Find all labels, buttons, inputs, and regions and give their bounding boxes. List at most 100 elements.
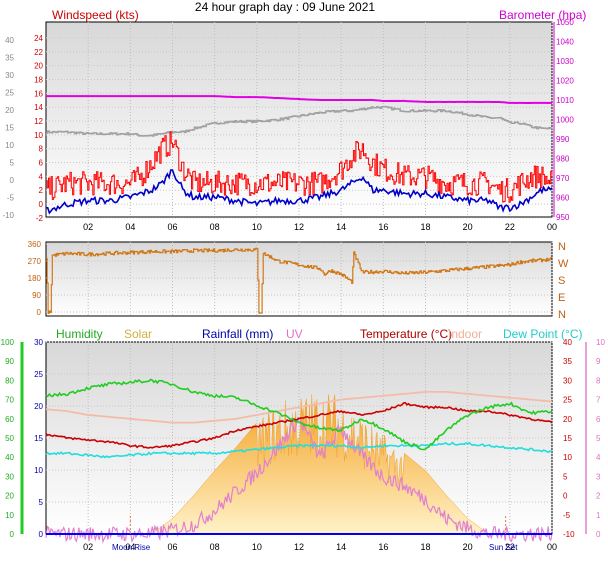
- dir-y-tick: 90: [32, 291, 41, 300]
- wind-y-tick: 16: [34, 89, 43, 98]
- temp-y-tick: 15: [563, 434, 572, 443]
- uv-y-tick: 1: [596, 511, 601, 520]
- legend-uv: UV: [286, 327, 303, 341]
- wind-y-tick: 2: [39, 186, 44, 195]
- rain-y-tick: 15: [34, 434, 43, 443]
- indoor-y-tick: 0: [10, 176, 15, 185]
- baro-y-tick: 1000: [556, 116, 574, 125]
- wind-x-tick: 10: [252, 222, 262, 232]
- humidity-y-tick: 20: [5, 492, 14, 501]
- wind-x-tick: 18: [420, 222, 430, 232]
- legend-solar: Solar: [124, 327, 152, 341]
- baro-y-tick: 950: [556, 213, 570, 222]
- dir-y-tick: 180: [28, 274, 42, 283]
- barometer-line: [46, 95, 552, 105]
- indoor-temp-line: [45, 391, 553, 424]
- uv-y-tick: 6: [596, 415, 601, 424]
- humidity-y-tick: 10: [5, 511, 14, 520]
- wind-average-line: [46, 169, 553, 215]
- legend-indoor: Indoor: [448, 327, 482, 341]
- rain-y-tick: 10: [34, 466, 43, 475]
- wind-x-tick: 04: [125, 222, 135, 232]
- humidity-y-tick: 30: [5, 472, 14, 481]
- wind-x-tick: 02: [83, 222, 93, 232]
- temp-y-tick: 20: [563, 415, 572, 424]
- indoor-y-tick: 5: [10, 159, 15, 168]
- uv-y-tick: 7: [596, 396, 601, 405]
- humidity-x-tick: 16: [378, 542, 388, 552]
- humidity-x-tick: 06: [167, 542, 177, 552]
- moon-rise-label: Moon Rise: [112, 543, 151, 552]
- temp-y-tick: 35: [563, 357, 572, 366]
- compass-tick: N: [558, 309, 566, 321]
- humidity-x-tick: 22: [505, 542, 515, 552]
- humidity-y-tick: 40: [5, 453, 14, 462]
- humidity-x-tick: 20: [463, 542, 473, 552]
- baro-y-tick: 1050: [556, 18, 574, 27]
- wind-y-tick: 18: [34, 75, 43, 84]
- humidity-y-tick: 100: [1, 338, 15, 347]
- baro-y-tick: 1030: [556, 57, 574, 66]
- baro-y-tick: 990: [556, 135, 570, 144]
- wind-x-tick: 16: [378, 222, 388, 232]
- baro-y-tick: 980: [556, 155, 570, 164]
- rain-y-tick: 30: [34, 338, 43, 347]
- indoor-y-tick: 10: [5, 141, 14, 150]
- dir-y-tick: 270: [28, 257, 42, 266]
- wind-x-tick: 00: [547, 222, 557, 232]
- wind-y-tick: 0: [39, 200, 44, 209]
- uv-y-tick: 4: [596, 453, 601, 462]
- legend-temperature: Temperature (°C): [360, 327, 452, 341]
- compass-tick: E: [558, 292, 565, 304]
- indoor-y-tick: 25: [5, 89, 14, 98]
- humidity-x-tick: 04: [125, 542, 135, 552]
- wind-x-tick: 22: [505, 222, 515, 232]
- uv-y-tick: 9: [596, 357, 601, 366]
- uv-y-tick: 5: [596, 434, 601, 443]
- compass-tick: W: [558, 258, 569, 270]
- baro-y-tick: 960: [556, 194, 570, 203]
- dir-y-tick: 0: [37, 308, 42, 317]
- wind-x-tick: 08: [210, 222, 220, 232]
- legend-dewpoint: Dew Point (°C): [503, 327, 582, 341]
- indoor-y-tick: 15: [5, 124, 14, 133]
- legend-rainfall: Rainfall (mm): [202, 327, 273, 341]
- temp-y-tick: 30: [563, 376, 572, 385]
- baro-y-tick: 1020: [556, 77, 574, 86]
- baro-y-tick: 1010: [556, 96, 574, 105]
- wind-y-tick: 14: [34, 103, 43, 112]
- temp-y-tick: 40: [563, 338, 572, 347]
- wind-y-tick: 20: [34, 62, 43, 71]
- temp-y-tick: 10: [563, 453, 572, 462]
- rain-y-tick: 20: [34, 402, 43, 411]
- compass-tick: S: [558, 275, 565, 287]
- uv-y-tick: 0: [596, 530, 601, 539]
- legend-humidity: Humidity: [56, 327, 103, 341]
- wind-y-tick: 8: [39, 145, 44, 154]
- temp-y-tick: -10: [563, 530, 575, 539]
- wind-y-tick: 12: [34, 117, 43, 126]
- rain-y-tick: 0: [39, 530, 44, 539]
- indoor-y-tick: 30: [5, 71, 14, 80]
- wind-x-tick: 06: [167, 222, 177, 232]
- baro-y-tick: 970: [556, 174, 570, 183]
- uv-y-tick: 8: [596, 376, 601, 385]
- rain-y-tick: 25: [34, 370, 43, 379]
- temperature-line: [45, 401, 553, 449]
- uv-y-tick: 10: [596, 338, 605, 347]
- humidity-x-tick: 18: [420, 542, 430, 552]
- graph-title: 24 hour graph day : 09 June 2021: [195, 0, 375, 14]
- dewpoint-line: [45, 441, 552, 459]
- wind-y-tick: 24: [34, 34, 43, 43]
- wind-y-tick: 6: [39, 159, 44, 168]
- humidity-x-tick: 14: [336, 542, 346, 552]
- baro-y-tick: 1040: [556, 38, 574, 47]
- wind-direction-line: [46, 247, 553, 314]
- wind-y-tick: 4: [39, 172, 44, 181]
- temp-y-tick: 5: [563, 472, 568, 481]
- uv-y-tick: 3: [596, 472, 601, 481]
- wind-grey-series: [46, 105, 553, 137]
- humidity-x-tick: 00: [547, 542, 557, 552]
- dir-y-tick: 360: [28, 240, 42, 249]
- humidity-x-tick: 12: [294, 542, 304, 552]
